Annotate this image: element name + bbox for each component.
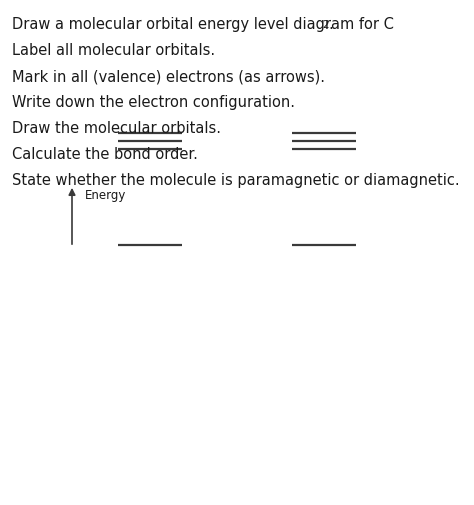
Text: Mark in all (valence) electrons (as arrows).: Mark in all (valence) electrons (as arro… [12, 69, 325, 84]
Text: Draw the molecular orbitals.: Draw the molecular orbitals. [12, 121, 221, 136]
Text: State whether the molecule is paramagnetic or diamagnetic.: State whether the molecule is paramagnet… [12, 173, 460, 188]
Text: Draw a molecular orbital energy level diagram for C: Draw a molecular orbital energy level di… [12, 17, 394, 32]
Text: 2: 2 [322, 21, 328, 30]
Text: Write down the electron configuration.: Write down the electron configuration. [12, 95, 295, 110]
Text: .: . [328, 17, 333, 32]
Text: Label all molecular orbitals.: Label all molecular orbitals. [12, 43, 215, 58]
Text: Energy: Energy [85, 189, 127, 202]
Text: Calculate the bond order.: Calculate the bond order. [12, 147, 198, 162]
